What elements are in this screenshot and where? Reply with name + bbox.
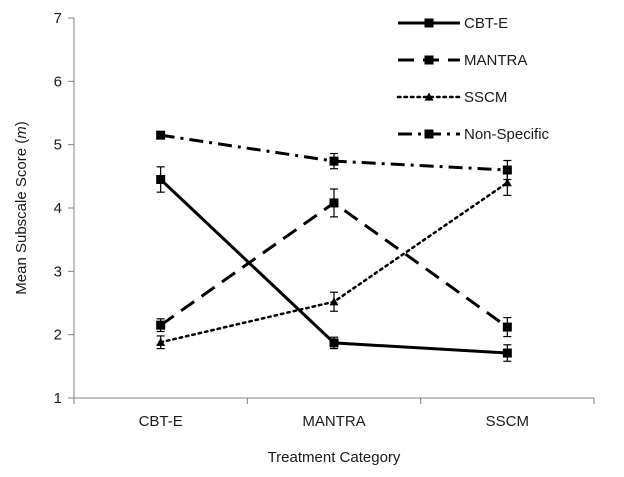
series bbox=[156, 130, 512, 362]
series-cbt-e bbox=[156, 166, 512, 362]
legend-item: SSCM bbox=[396, 89, 507, 106]
series-sscm bbox=[156, 169, 512, 350]
data-point bbox=[502, 178, 512, 187]
data-point bbox=[156, 130, 166, 140]
legend-item: MANTRA bbox=[398, 52, 527, 69]
data-point bbox=[329, 198, 339, 208]
y-tick-label: 6 bbox=[54, 73, 62, 90]
y-tick-label: 1 bbox=[54, 390, 62, 407]
data-point bbox=[329, 297, 339, 306]
series-mantra bbox=[156, 188, 512, 338]
x-tick-label: SSCM bbox=[486, 413, 529, 430]
y-axis-title: Mean Subscale Score (m) bbox=[13, 121, 30, 294]
legend: CBT-E MANTRA SSCM Non-Specific bbox=[396, 15, 550, 143]
legend-item: Non-Specific bbox=[398, 126, 550, 143]
legend-swatch-marker bbox=[424, 55, 434, 65]
x-ticks: CBT-E MANTRA SSCM bbox=[73, 398, 595, 430]
legend-item: CBT-E bbox=[398, 15, 508, 32]
data-point bbox=[502, 165, 512, 175]
y-tick-label: 5 bbox=[54, 137, 62, 154]
x-axis-title: Treatment Category bbox=[268, 449, 401, 466]
data-point bbox=[502, 322, 512, 332]
x-tick-label: MANTRA bbox=[302, 413, 365, 430]
y-ticks: 1 2 3 4 5 6 7 bbox=[54, 10, 74, 407]
data-point bbox=[329, 338, 339, 348]
legend-swatch-marker bbox=[424, 129, 434, 139]
data-point bbox=[156, 175, 166, 184]
legend-label: SSCM bbox=[464, 89, 507, 106]
y-tick-label: 3 bbox=[54, 263, 62, 280]
legend-label: Non-Specific bbox=[464, 126, 550, 143]
x-tick-label: CBT-E bbox=[139, 413, 183, 430]
legend-swatch-marker bbox=[424, 18, 434, 28]
y-tick-label: 4 bbox=[54, 200, 62, 217]
y-tick-label: 7 bbox=[54, 10, 62, 27]
data-point bbox=[502, 348, 512, 358]
data-point bbox=[156, 337, 166, 346]
legend-label: MANTRA bbox=[464, 52, 527, 69]
y-tick-label: 2 bbox=[54, 327, 62, 344]
series-non-specific bbox=[156, 130, 512, 181]
legend-label: CBT-E bbox=[464, 15, 508, 32]
data-point bbox=[156, 320, 166, 330]
data-point bbox=[329, 156, 339, 166]
legend-swatch-marker bbox=[424, 92, 434, 101]
